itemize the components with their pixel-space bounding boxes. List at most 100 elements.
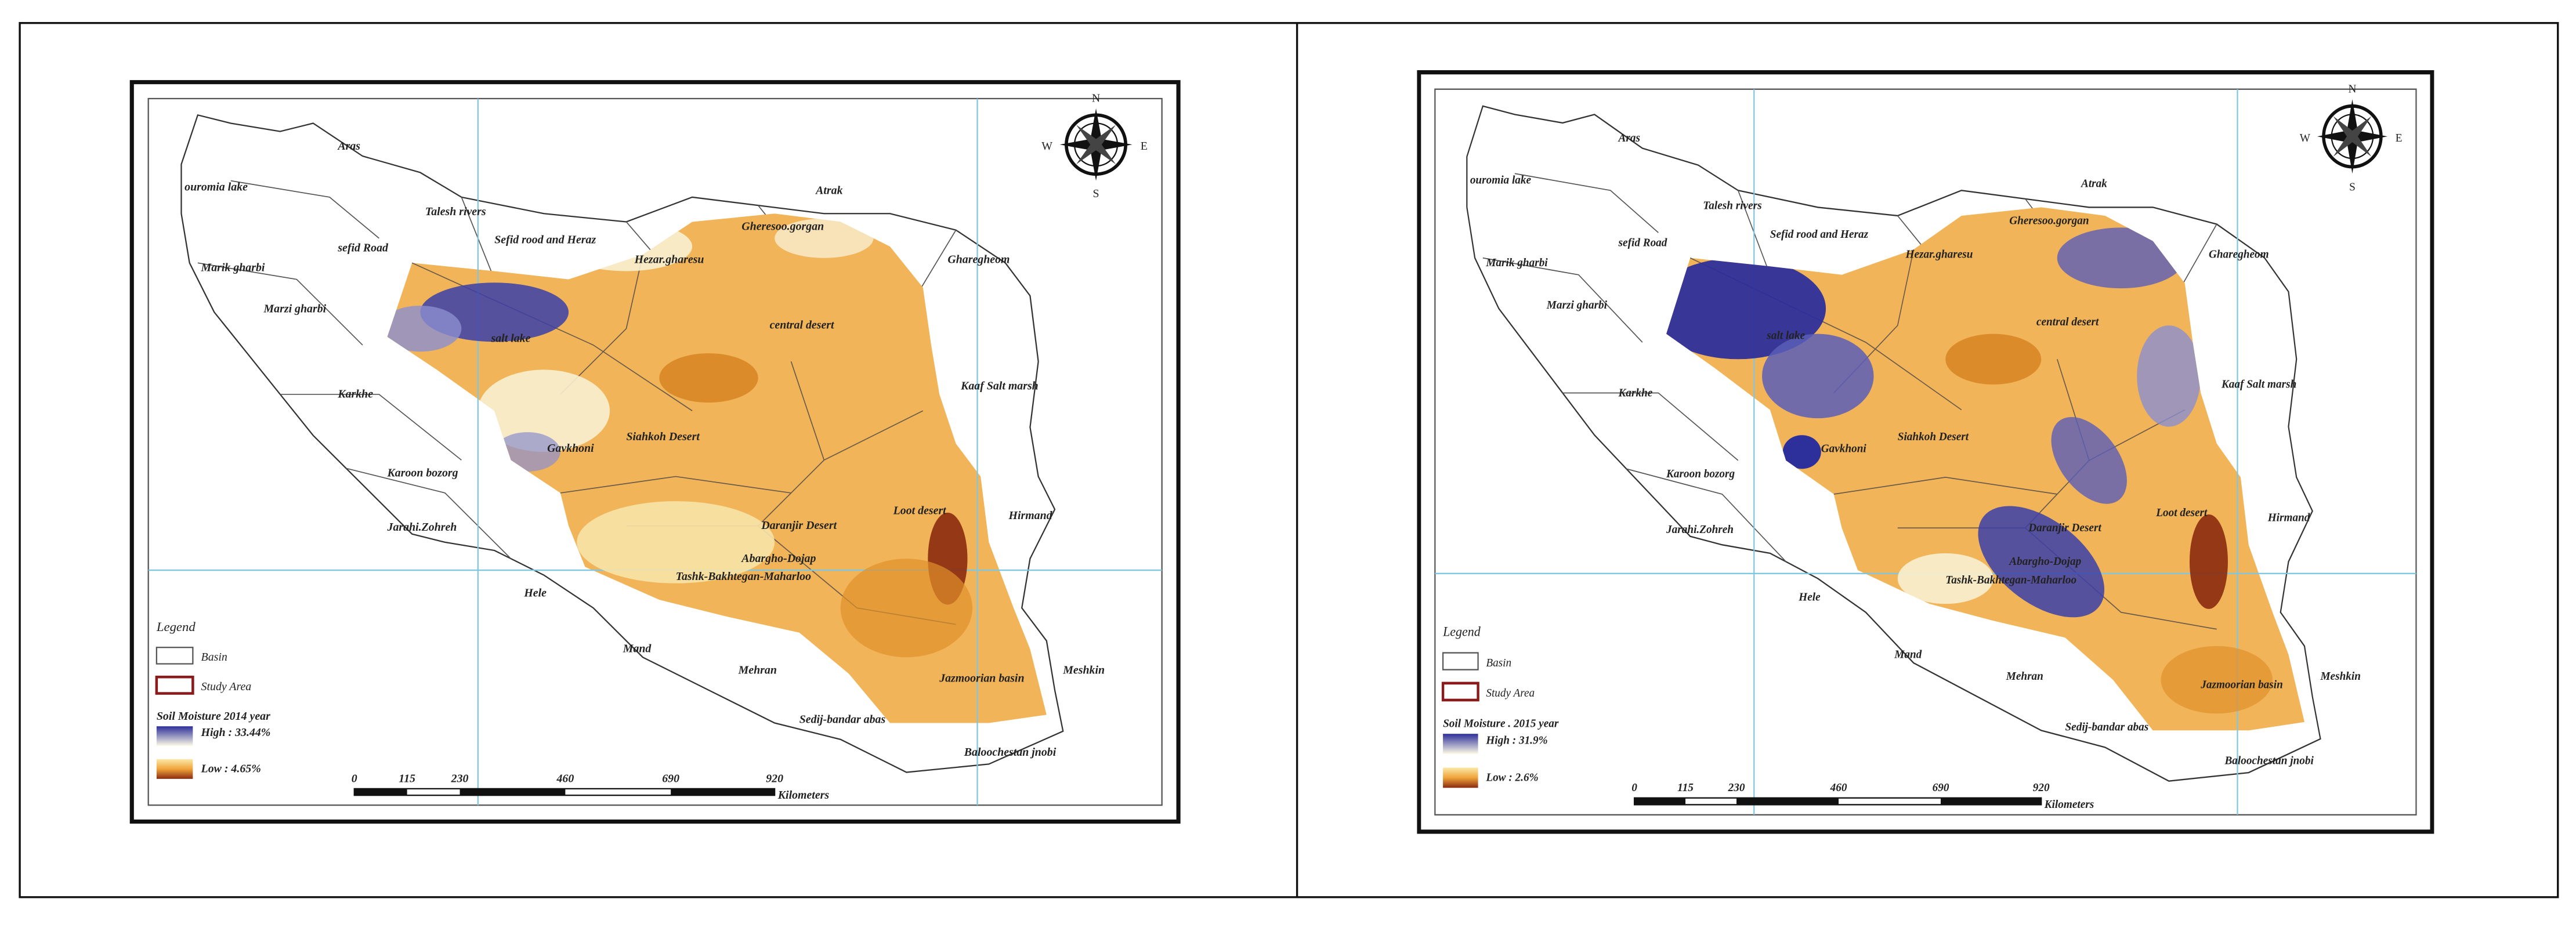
compass-e: E xyxy=(1141,140,1148,153)
basin-label: Sedij-bandar abas xyxy=(2065,720,2148,734)
scale-tick-label: 115 xyxy=(1677,781,1694,795)
basin-label: Meshkin xyxy=(2320,670,2360,683)
basin-label: salt lake xyxy=(1766,329,1805,342)
basin-label: Siahkoh Desert xyxy=(1898,430,1969,443)
basin-label: Jarahi.Zohreh xyxy=(1666,523,1734,536)
basin-label: Kaaf Salt marsh xyxy=(960,379,1039,392)
basin-label: Loot desert xyxy=(893,505,947,517)
basin-label: Meshkin xyxy=(1062,664,1105,677)
basin-label: Talesh rivers xyxy=(425,205,486,218)
legend-high: High : 31.9% xyxy=(1485,734,1547,747)
compass-s: S xyxy=(1093,187,1099,200)
basin-label: Atrak xyxy=(815,184,842,197)
basin-label: Marzi gharbi xyxy=(263,302,327,315)
basin-label: Baloochestan jnobi xyxy=(964,746,1057,759)
scale-tick-label: 460 xyxy=(556,773,574,785)
basin-label: ouromia lake xyxy=(184,181,248,194)
basin-label: central desert xyxy=(770,319,834,332)
basin-label: Abargho-Dojap xyxy=(740,552,816,565)
basin-label: Tashk-Bakhtegan-Maharloo xyxy=(1945,574,2076,587)
legend-study-area: Study Area xyxy=(201,680,252,693)
basin-label: Hirmand xyxy=(2267,511,2311,524)
basin-label: Abargho-Dojap xyxy=(2008,555,2081,568)
basin-label: Gharegheom xyxy=(2209,248,2269,261)
compass-s: S xyxy=(2349,180,2356,194)
basin-label: Daranjir Desert xyxy=(761,519,837,532)
moisture-pattern xyxy=(1666,227,2273,714)
compass-w: W xyxy=(2300,131,2310,144)
basin-label: Gheresoo.gorgan xyxy=(741,220,824,233)
scale-tick-label: 230 xyxy=(1728,781,1745,795)
basin-label: Jarahi.Zohreh xyxy=(387,521,457,534)
basin-label: Hezar.gharesu xyxy=(634,253,704,266)
scale-tick-label: 230 xyxy=(451,773,469,785)
compass-n: N xyxy=(2349,82,2357,96)
scale-tick-label: 690 xyxy=(1933,781,1949,795)
basin-label: salt lake xyxy=(491,332,531,345)
scale-tick-label: 0 xyxy=(352,773,357,785)
scale-tick-label: 115 xyxy=(399,773,415,785)
basin-label: central desert xyxy=(2036,316,2099,329)
basin-label: Karkhe xyxy=(337,388,373,401)
map-panel: Aras ouromia lake Talesh rivers sefid Road S… xyxy=(1419,72,2432,832)
basin-label: Karkhe xyxy=(1618,386,1653,400)
basin-label: Mehran xyxy=(2006,670,2043,683)
scale-tick-label: 0 xyxy=(1631,781,1637,795)
basin-label: Mand xyxy=(1894,648,1922,661)
basin-label: Jazmoorian basin xyxy=(2200,678,2283,691)
basin-label: Mehran xyxy=(738,664,777,677)
basin-label: Baloochestan jnobi xyxy=(2224,754,2314,767)
basin-label: ouromia lake xyxy=(1470,173,1531,187)
basin-label: Aras xyxy=(337,140,360,153)
legend-basin: Basin xyxy=(201,651,227,664)
legend-soil-title: Soil Moisture . 2015 year xyxy=(1443,717,1559,730)
basin-label: Karoon bozorg xyxy=(387,467,458,480)
basin-label: Marik gharbi xyxy=(201,261,265,274)
basin-label: Talesh rivers xyxy=(1703,199,1762,212)
map-panel: Aras ouromia lake Talesh rivers sefid Road S… xyxy=(132,82,1178,822)
basin-label: Gavkhoni xyxy=(1821,442,1866,455)
basin-label: Marzi gharbi xyxy=(1546,299,1608,312)
basin-label: Sefid rood and Heraz xyxy=(494,233,596,246)
scale-tick-label: 920 xyxy=(2033,781,2050,795)
basin-label: Gheresoo.gorgan xyxy=(2009,214,2089,227)
basin-label: Hele xyxy=(1798,590,1821,604)
scale-tick-label: 460 xyxy=(1830,781,1847,795)
basin-label: Gavkhoni xyxy=(547,442,594,455)
table-border xyxy=(19,21,2559,898)
basin-label: sefid Road xyxy=(1618,236,1668,249)
basin-label: Sefid rood and Heraz xyxy=(1770,227,1869,241)
basin-label: Karoon bozorg xyxy=(1666,467,1735,480)
legend-soil-title: Soil Moisture 2014 year xyxy=(157,710,270,723)
scale-unit: Kilometers xyxy=(2044,798,2094,811)
basin-label: Marik gharbi xyxy=(1485,256,1548,270)
scale-unit: Kilometers xyxy=(777,789,830,802)
basin-label: Mand xyxy=(623,643,652,655)
compass-n: N xyxy=(1092,92,1100,105)
basin-label: Hezar.gharesu xyxy=(1905,248,1973,261)
legend-low: Low : 4.65% xyxy=(201,763,261,775)
compass-e: E xyxy=(2396,131,2403,144)
scale-tick-label: 920 xyxy=(766,773,783,785)
legend-low: Low : 2.6% xyxy=(1485,771,1538,784)
legend-study-area: Study Area xyxy=(1486,687,1535,700)
basin-label: Hirmand xyxy=(1008,509,1053,522)
basin-label: sefid Road xyxy=(337,241,389,254)
basin-label: Atrak xyxy=(2080,177,2107,190)
legend-basin: Basin xyxy=(1486,656,1511,669)
scale-tick-label: 690 xyxy=(662,773,679,785)
basin-label: Jazmoorian basin xyxy=(939,672,1024,685)
legend-title: Legend xyxy=(156,619,196,634)
compass-w: W xyxy=(1041,140,1052,153)
basin-label: Siahkoh Desert xyxy=(626,430,700,443)
basin-label: Gharegheom xyxy=(947,253,1010,266)
basin-label: Loot desert xyxy=(2155,506,2208,519)
basin-label: Kaaf Salt marsh xyxy=(2221,378,2296,391)
legend-title: Legend xyxy=(1442,624,1481,639)
basin-label: Tashk-Bakhtegan-Maharloo xyxy=(676,570,811,583)
basin-label: Aras xyxy=(1618,131,1641,144)
legend-high: High : 33.44% xyxy=(201,726,271,739)
basin-label: Sedij-bandar abas xyxy=(799,713,886,726)
basin-label: Daranjir Desert xyxy=(2028,521,2101,535)
